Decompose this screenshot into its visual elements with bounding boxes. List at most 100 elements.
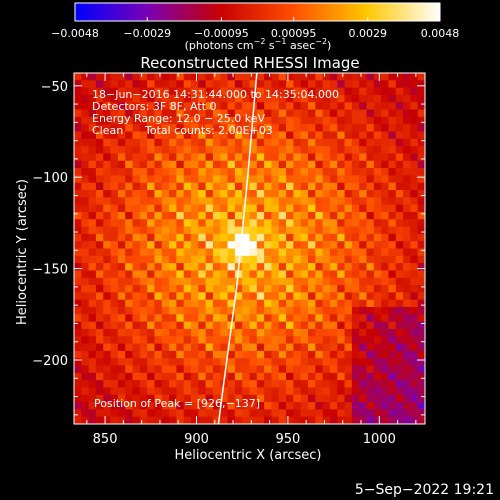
heatmap-cell [110,394,119,403]
heatmap-cell [110,285,119,293]
heatmap-cell [95,263,104,272]
heatmap-cell [88,211,97,220]
heatmap-cell [351,307,360,315]
heatmap-cell [395,197,404,206]
heatmap-cell [300,277,309,286]
heatmap-cell [147,175,156,184]
heatmap-cell [271,380,280,389]
heatmap-cell [117,255,126,264]
heatmap-cell [322,409,331,418]
heatmap-cell [256,248,265,257]
heatmap-cell [220,197,229,206]
heatmap-cell [293,270,302,279]
heatmap-cell [234,197,243,206]
heatmap-cell [125,190,134,198]
heatmap-cell [308,233,316,242]
heatmap-cell [95,87,104,96]
heatmap-cell [329,182,338,191]
heatmap-cell [176,307,185,315]
heatmap-cell [169,153,177,162]
heatmap-cell [300,394,309,403]
heatmap-cell [344,160,353,169]
heatmap-cell [88,131,97,140]
heatmap-cell [95,204,104,213]
heatmap-cell [256,402,265,410]
heatmap-cell [234,336,243,345]
heatmap-cell [264,321,273,330]
heatmap-cell [381,116,390,125]
heatmap-cell [249,307,258,315]
heatmap-cell [256,314,265,323]
heatmap-cell [322,73,331,81]
heatmap-cell [359,255,368,264]
heatmap-cell [381,321,390,330]
colorbar: −0.0048 −0.0029 −0.00095 0.00095 0.0029 0.004… [51,2,459,52]
heatmap-cell [366,307,375,315]
heatmap-cell [278,109,287,118]
heatmap-cell [212,263,221,272]
heatmap-cell [74,387,82,396]
heatmap-cell [191,197,199,206]
heatmap-cell [249,277,258,286]
heatmap-cell [103,328,112,337]
heatmap-cell [322,219,331,228]
heatmap-cell [81,219,90,228]
heatmap-cell [337,80,346,89]
heatmap-cell [220,146,229,155]
time-range-text: 18−Jun−2016 14:31:44.000 to 14:35:04.000 [92,88,339,101]
heatmap-cell [139,328,148,337]
heatmap-cell [176,197,185,206]
heatmap-cell [220,277,229,286]
heatmap-cell [154,263,163,272]
heatmap-cell [344,146,353,155]
heatmap-cell [410,358,419,367]
heatmap-cell [395,124,404,133]
heatmap-cell [161,233,170,242]
heatmap-cell [117,402,126,410]
heatmap-cell [110,175,119,184]
heatmap-cell [278,321,287,330]
heatmap-cell [351,182,360,191]
heatmap-cell [110,380,119,389]
heatmap-cell [103,394,112,403]
heatmap-cell [74,160,82,169]
heatmap-cell [132,358,141,367]
heatmap-cell [366,131,375,140]
heatmap-cell [359,394,368,403]
heatmap-cell [103,219,112,228]
heatmap-cell [322,109,331,118]
heatmap-cell [388,102,397,111]
heatmap-cell [212,160,221,169]
heatmap-cell [212,153,221,162]
heatmap-cell [95,336,104,345]
heatmap-cell [88,153,97,162]
heatmap-cell [395,73,404,81]
heatmap-cell [344,197,353,206]
heatmap-cell [337,307,346,315]
heatmap-cell [132,380,141,389]
heatmap-cell [212,358,221,367]
heatmap-cell [220,394,229,403]
heatmap-cell [74,109,82,118]
heatmap-cell [308,190,316,198]
heatmap-cell [388,87,397,96]
heatmap-cell [322,146,331,155]
heatmap-cell [249,402,258,410]
heatmap-cell [110,160,119,169]
heatmap-cell [417,372,425,381]
heatmap-cell [278,314,287,323]
heatmap-cell [220,109,229,118]
heatmap-cell [410,190,419,198]
heatmap-cell [337,124,346,133]
heatmap-cell [154,394,163,403]
heatmap-cell [88,102,97,111]
heatmap-cell [315,277,324,286]
heatmap-cell [395,402,404,410]
heatmap-cell [74,168,82,176]
heatmap-cell [212,402,221,410]
heatmap-cell [125,358,134,367]
heatmap-cell [373,321,382,330]
heatmap-cell [169,73,177,81]
heatmap-cell [81,343,90,352]
heatmap-cell [322,138,331,147]
